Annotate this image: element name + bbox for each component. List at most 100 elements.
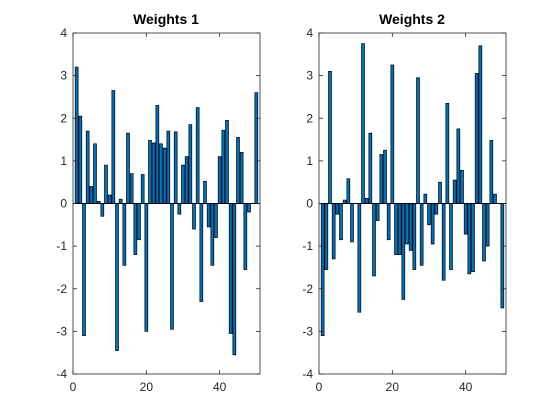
weights-1-bar [236,137,240,204]
weights-2-y-tick-label: 1 [306,154,313,168]
weights-2-x-tick-label: 0 [316,380,323,394]
weights-2-bar [397,203,402,256]
weights-1-bar [247,203,251,213]
weights-1-bar [122,203,127,266]
weights-1-y-tick-label: 4 [60,26,67,40]
weights-1-y-tick-label: -1 [56,239,67,253]
weights-2-title: Weights 2 [379,11,445,27]
weights-1-bar [89,186,94,204]
weights-2-bar [427,203,431,226]
weights-2-y-tick-label: -4 [302,367,313,381]
weights-1-bar [85,130,90,204]
weights-1-bar [199,203,204,302]
weights-1-y-tick-label: -4 [56,367,67,381]
weights-2-bar [467,203,472,275]
weights-1-bar [159,143,163,204]
weights-1-bar [151,142,156,204]
weights-1-bar [140,174,145,204]
weights-1-bar [210,203,215,266]
weights-1-bar [126,132,130,204]
weights-2-bar [445,102,450,204]
weights-1-bar [177,203,182,215]
weights-2-bar [383,149,387,204]
weights-2-bar [335,203,340,215]
weights-2-bar [460,169,464,204]
weights-2-bar [441,203,446,281]
weights-1-bar [100,203,105,217]
weights-1-bar [173,131,178,204]
weights-2-bar [452,179,457,204]
weights-1-bar [162,147,167,204]
weights-1-bar [188,124,193,204]
weights-1-x-tick-label: 40 [213,380,227,394]
weights-1-bar [107,194,112,204]
weights-2-bar [408,203,413,251]
weights-2-bar [331,203,336,260]
weights-1-bar [166,130,171,204]
weights-2-bar [368,132,373,204]
weights-2-bar [324,203,329,270]
weights-1-bar [184,156,189,204]
weights-2-y-tick-label: 3 [306,69,313,83]
weights-2-bar [478,45,483,204]
weights-2-bar [412,203,417,270]
weights-1-bar [93,143,97,204]
weights-2-bar [449,203,453,270]
weights-2-bar [493,193,497,204]
weights-1-bar [118,198,123,204]
weights-2-bar [357,203,362,313]
weights-2-y-tick-label: -1 [302,239,313,253]
weights-1-y-tick-label: 3 [60,69,67,83]
weights-1-bar [225,120,229,204]
weights-1-bar [217,156,222,204]
weights-1-bar [111,90,116,204]
weights-1-bar [243,203,248,270]
weights-1-bar [192,203,196,230]
weights-2-bar [361,43,365,204]
weights-1-y-tick-label: 1 [60,154,67,168]
weights-2-bar [320,203,325,336]
weights-2-bar [500,203,505,309]
weights-2-y-tick-label: -2 [302,282,313,296]
weights-1-bar [115,203,119,351]
weights-2-bar [405,203,409,245]
weights-1-y-tick-label: 0 [60,197,67,211]
weights-1-bar [254,92,259,204]
weights-2-bar [364,198,369,204]
weights-1-y-tick-label: -2 [56,282,67,296]
weights-2-bar [379,154,384,204]
weights-1-bar [144,203,149,332]
weights-2-bar [328,71,332,204]
weights-1-bar [170,203,174,330]
weights-1-bar [214,203,218,238]
weights-1-x-tick-label: 0 [70,380,77,394]
weights-1-bar [155,105,160,204]
weights-2-bar [434,203,439,215]
weights-2-y-tick-label: -3 [302,324,313,338]
weights-2-x-tick-label: 20 [386,380,400,394]
weights-2-bar [401,203,406,300]
weights-1-bar [206,203,211,228]
weights-1-bar [78,115,83,204]
weights-1-bar [82,203,86,336]
weights-2-bar [463,203,468,235]
weights-2-bar [430,203,435,245]
weights-2-y-tick-label: 4 [306,26,313,40]
weights-1-y-tick-label: -3 [56,324,67,338]
weights-2-bar [416,77,420,204]
weights-1-bar [137,203,141,241]
weights-1-bar [203,180,207,204]
weights-2-bar [419,203,424,266]
weights-2-y-tick-label: 2 [306,111,313,125]
weights-1-bar [181,164,185,204]
weights-1-bar [104,164,108,204]
weights-2-bar [394,203,398,256]
weights-2-bar [482,203,486,262]
weights-1-bar [221,129,226,204]
weights-1-bar [129,173,134,204]
weights-1-bar [148,140,152,204]
weights-2-bar [456,128,461,204]
weights-2-bar [372,203,376,277]
weights-1-bar [195,107,200,204]
